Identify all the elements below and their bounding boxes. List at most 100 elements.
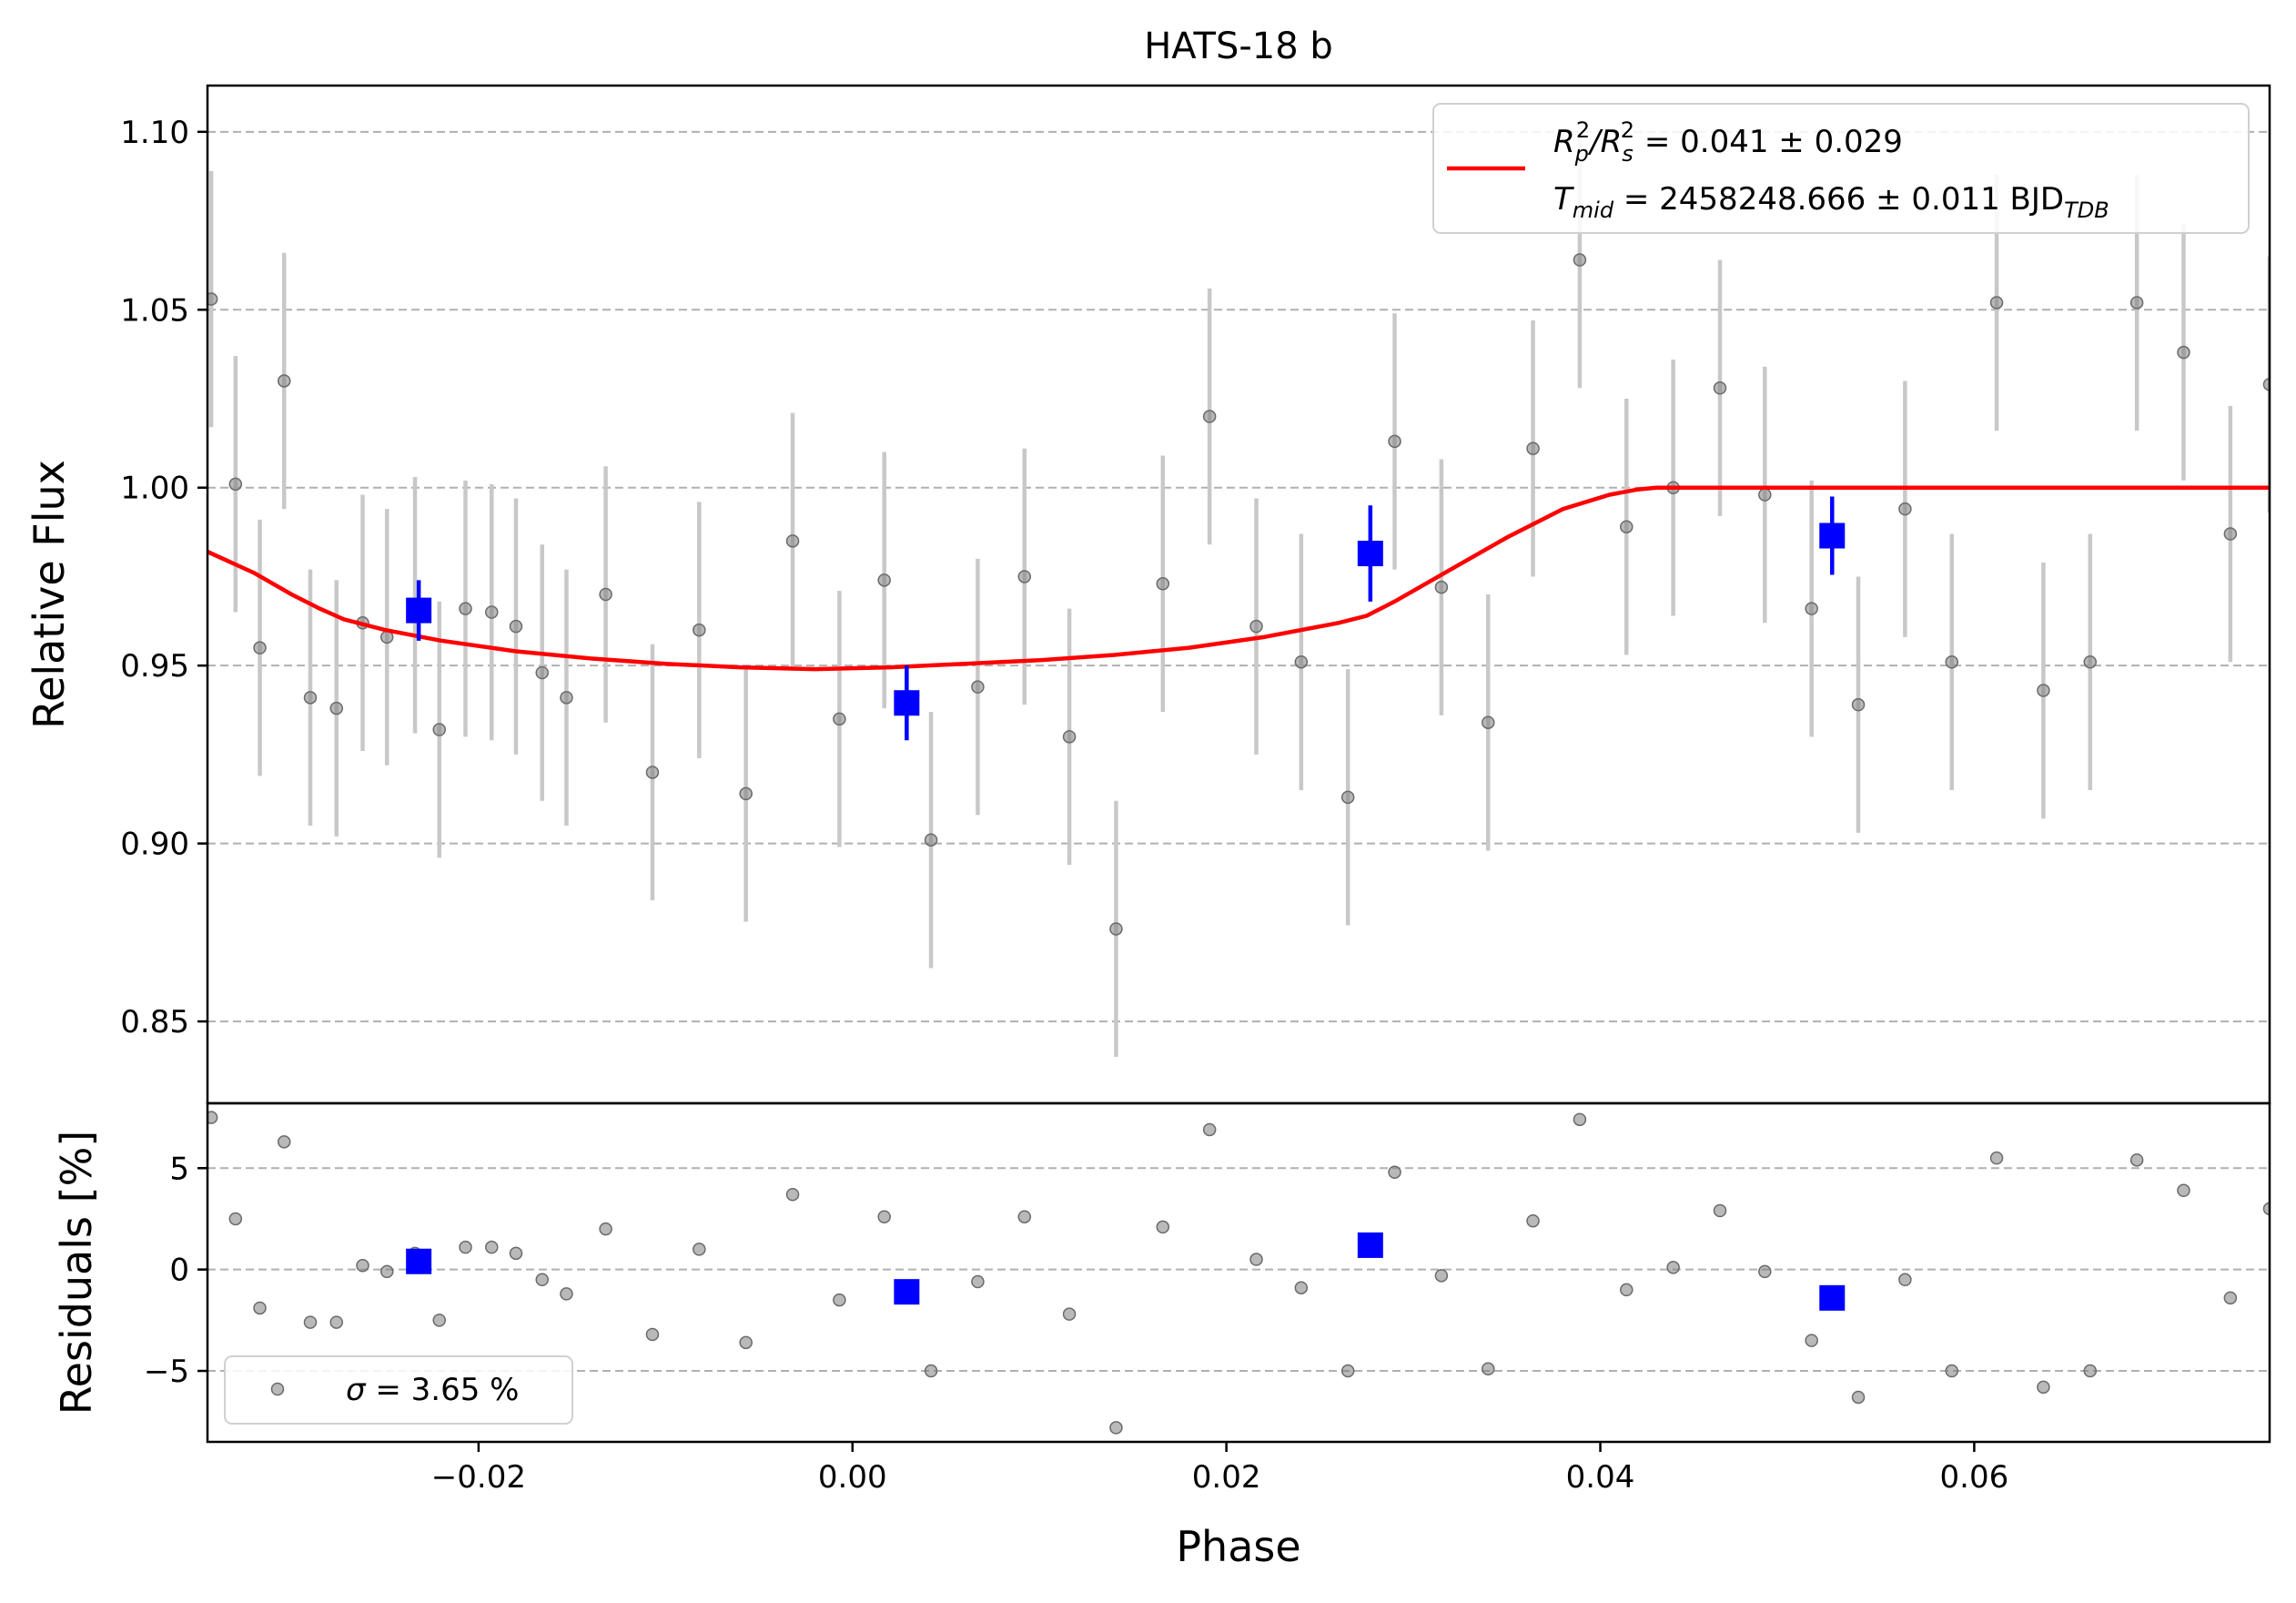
raw-residual-point [1340,1364,1355,1378]
raw-residual-point [379,1264,394,1279]
raw-residual-point [877,1210,891,1223]
raw-flux-point [2037,684,2050,697]
raw-residual-point [2177,1183,2190,1198]
raw-residual-point [1851,1390,1866,1405]
raw-residual-point [485,1240,499,1254]
binned-residual-point [1357,1232,1383,1258]
raw-flux-point [971,680,985,694]
binned-flux-point [894,690,920,716]
raw-flux-point [1713,381,1727,395]
raw-flux-point [739,786,753,801]
raw-residual-point [560,1287,573,1301]
raw-flux-point [1482,715,1495,729]
raw-flux-point [2177,345,2190,360]
raw-residual-point [833,1293,846,1307]
raw-flux-point [1434,580,1449,594]
raw-residual-point [535,1273,549,1287]
legend-radius-ratio: Rp2/Rs2 = 0.041 ± 0.029 [1553,117,1903,167]
raw-residual-point [277,1135,291,1149]
raw-flux-point [1758,488,1772,502]
raw-flux-point [2262,378,2270,391]
raw-residual-point [1945,1364,1959,1378]
raw-flux-point [485,605,499,619]
raw-residual-point [356,1258,369,1273]
raw-flux-point [2129,296,2144,309]
raw-flux-point [1249,619,1263,634]
raw-flux-point [2223,527,2238,541]
bottom-binned-residuals [406,1232,1846,1311]
raw-flux-point [329,701,344,715]
raw-flux-point [1156,577,1170,591]
x-ticks: −0.02 0.00 0.02 0.04 0.06 [431,1442,2008,1496]
raw-flux-point [1805,602,1818,615]
raw-residual-point [1294,1281,1309,1294]
raw-residual-point [1620,1283,1633,1297]
raw-residual-point [1989,1151,2004,1165]
binned-flux-point [1357,541,1383,567]
raw-flux-point [1573,253,1587,267]
raw-flux-point [535,665,549,680]
raw-residual-point [1388,1165,1401,1179]
raw-residual-point [785,1187,800,1202]
raw-residual-point [2223,1291,2238,1305]
raw-residual-point [1482,1362,1495,1376]
raw-flux-point [303,691,318,705]
raw-flux-point [1945,655,1959,669]
raw-residual-point [1758,1264,1772,1279]
bottom-y-axis-label: Residuals [%] [52,1131,101,1415]
raw-flux-point [509,619,523,634]
raw-residual-point [2037,1380,2050,1395]
bottom-legend-box [224,1355,573,1425]
raw-residual-point [1898,1273,1912,1287]
raw-residual-point [693,1243,706,1256]
raw-flux-point [2083,655,2098,669]
raw-flux-point [432,723,446,736]
raw-flux-point [1989,296,2004,309]
bottom-panel-gridlines [207,1167,2270,1373]
raw-flux-point [1851,697,1866,712]
raw-residual-point [228,1212,243,1226]
raw-residual-point [253,1301,267,1315]
raw-flux-point [1388,434,1401,449]
top-y-tick-label: 0.85 [120,1004,189,1040]
raw-flux-point [207,292,218,306]
top-raw-errorbars [208,131,2270,1058]
raw-flux-point [1898,502,1912,516]
bottom-panel-plot-area [207,1111,2270,1435]
raw-residual-point [1062,1307,1077,1321]
top-legend: Rp2/Rs2 = 0.041 ± 0.029 Tmid = 2458248.6… [1432,103,2250,234]
top-y-tick-label: 0.95 [120,648,189,685]
top-legend-box [1432,103,2250,234]
x-tick-label: −0.02 [431,1459,526,1496]
binned-flux-point [1819,522,1846,549]
raw-flux-point [277,374,291,388]
legend-scatter: σ = 3.65 % [346,1372,519,1408]
raw-residual-point [207,1111,218,1124]
raw-flux-point [785,534,800,548]
raw-residual-point [924,1364,938,1378]
raw-residual-point [509,1246,523,1261]
top-y-tick-label: 0.90 [120,827,189,863]
bottom-legend: σ = 3.65 % [224,1355,573,1425]
raw-residual-point [1713,1203,1727,1218]
raw-flux-point [924,833,938,847]
raw-residual-point [971,1274,985,1289]
top-y-tick-label: 1.00 [120,471,189,507]
raw-flux-point [1620,520,1633,533]
top-panel-plot-area [207,131,2270,1058]
top-y-tick-label: 1.10 [120,115,189,151]
top-y-ticks: 0.85 0.90 0.95 1.00 1.05 1.10 [120,115,207,1040]
raw-residual-point [2129,1153,2144,1167]
raw-flux-point [1017,570,1032,583]
binned-flux-point [406,597,432,624]
binned-residual-point [894,1279,920,1305]
raw-flux-point [253,641,267,654]
raw-flux-point [599,587,612,602]
raw-residual-point [1202,1122,1217,1137]
raw-residual-point [599,1222,612,1236]
raw-residual-point [1434,1269,1449,1283]
raw-residual-point [1526,1213,1540,1228]
top-binned-points [406,496,1846,741]
raw-flux-point [1062,730,1077,744]
